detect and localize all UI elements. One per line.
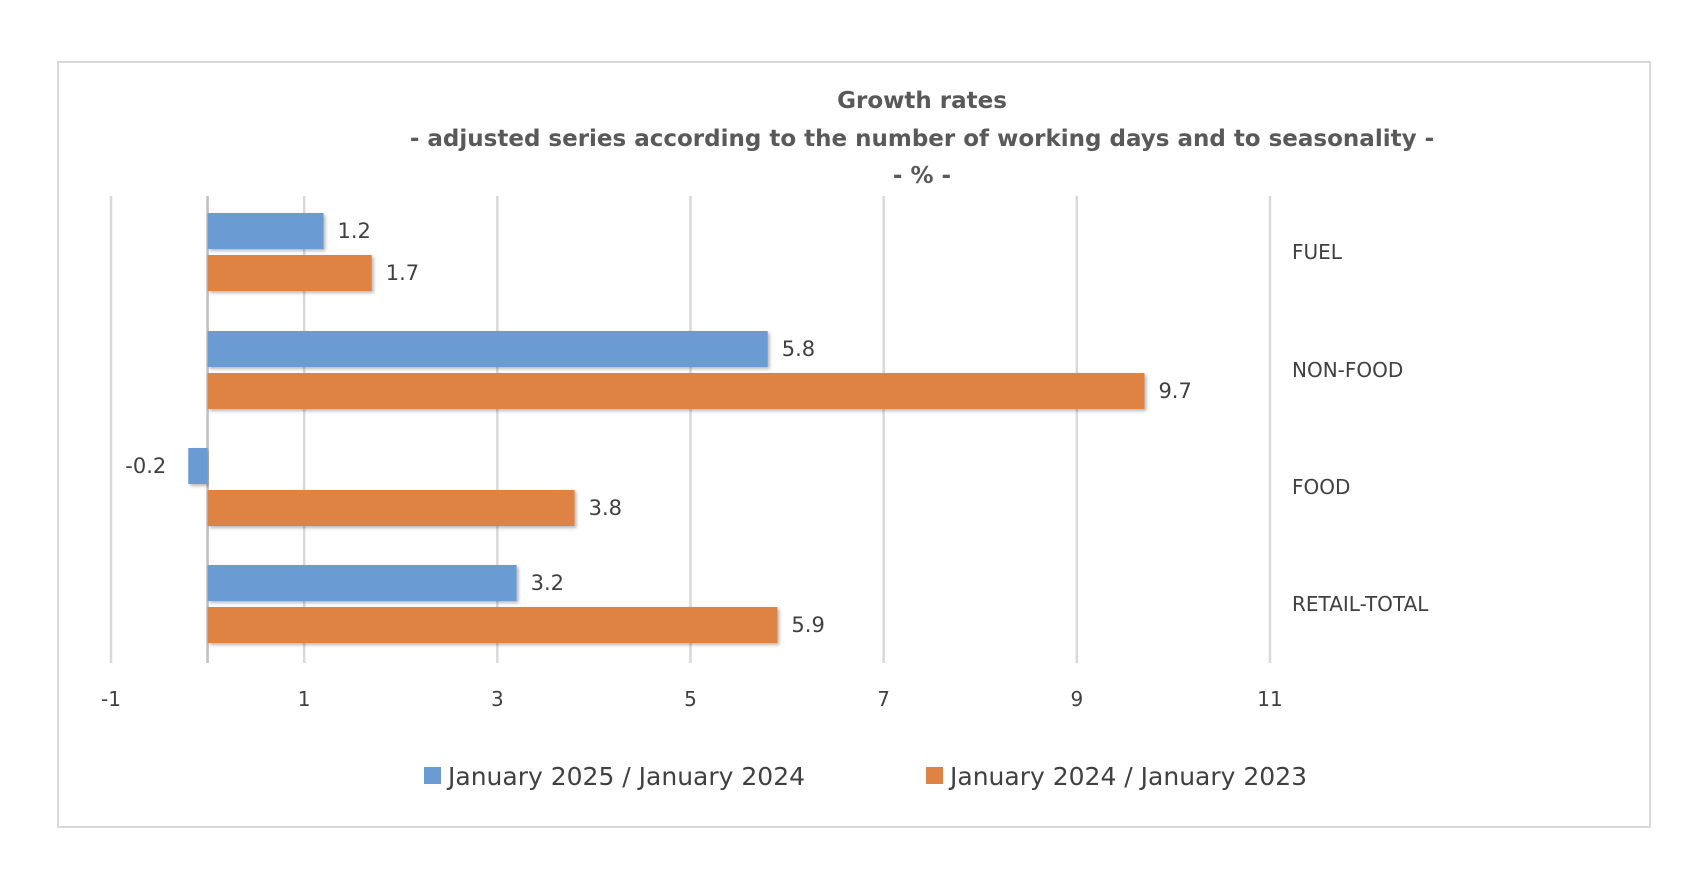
bar-jan2025-fuel (207, 213, 324, 249)
bar-jan2024-non-food (207, 373, 1145, 409)
value-labels: 1.2 5.8 -0.2 3.2 1.7 9.7 3.8 5.9 (125, 219, 1192, 637)
category-label-fuel: FUEL (1292, 240, 1343, 264)
value-label: -0.2 (125, 454, 166, 478)
x-tick-label: 9 (1070, 687, 1083, 711)
value-label: 9.7 (1158, 379, 1191, 403)
value-label: 1.2 (337, 219, 370, 243)
bar-jan2024-retail-total (207, 607, 778, 643)
legend-swatch (424, 767, 441, 784)
legend: January 2025 / January 2024 January 2024 … (424, 762, 1307, 791)
chart-title-block: Growth rates - adjusted series according… (410, 88, 1434, 189)
value-label: 1.7 (386, 261, 419, 285)
chart-title: Growth rates (837, 88, 1007, 114)
bar-jan2025-food (188, 448, 208, 484)
category-label-retail-total: RETAIL-TOTAL (1292, 592, 1429, 616)
value-label: 3.2 (531, 571, 564, 595)
legend-swatch (926, 767, 943, 784)
x-tick-labels: -1 1 3 5 7 9 11 (101, 687, 1283, 711)
x-tick-label: -1 (101, 687, 121, 711)
legend-label: January 2025 / January 2024 (446, 762, 805, 791)
chart-frame (57, 61, 1651, 828)
bars (188, 213, 1145, 643)
bar-jan2024-fuel (207, 255, 372, 291)
category-label-food: FOOD (1292, 475, 1350, 499)
x-tick-label: 11 (1257, 687, 1282, 711)
chart-subtitle: - adjusted series according to the numbe… (410, 126, 1434, 152)
bar-jan2025-retail-total (207, 565, 517, 601)
bar-jan2024-food (207, 490, 575, 526)
x-tick-label: 5 (684, 687, 697, 711)
x-tick-label: 3 (491, 687, 504, 711)
x-tick-label: 7 (877, 687, 890, 711)
bar-jan2025-non-food (207, 331, 768, 367)
chart-unit-label: - % - (893, 163, 951, 189)
category-label-non-food: NON-FOOD (1292, 358, 1403, 382)
value-label: 5.8 (782, 337, 815, 361)
value-label: 3.8 (589, 496, 622, 520)
legend-label: January 2024 / January 2023 (948, 762, 1307, 791)
category-labels: FUEL NON-FOOD FOOD RETAIL-TOTAL (1292, 240, 1429, 616)
value-label: 5.9 (791, 613, 824, 637)
x-tick-label: 1 (298, 687, 311, 711)
